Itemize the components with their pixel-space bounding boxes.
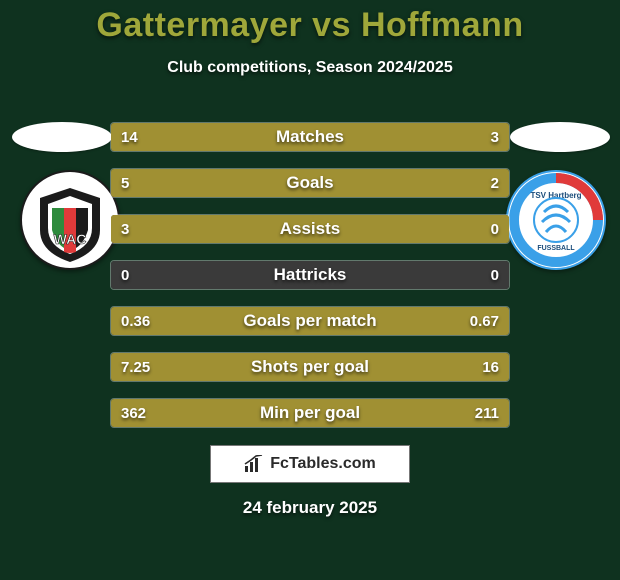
comparison-card: Gattermayer vs Hoffmann Club competition…	[0, 0, 620, 580]
stat-value-right: 0	[491, 261, 499, 289]
stat-value-right: 3	[491, 123, 499, 151]
stat-value-left: 0.36	[121, 307, 150, 335]
stat-value-right: 16	[482, 353, 499, 381]
club-crest-left: WAC	[20, 170, 120, 270]
wac-crest-icon: WAC	[20, 170, 120, 270]
stat-bar-fill-left	[111, 399, 362, 427]
stat-value-right: 0.67	[470, 307, 499, 335]
stat-row: 7.2516Shots per goal	[110, 352, 510, 382]
stat-bar-fill-left	[111, 215, 509, 243]
stat-value-right: 2	[491, 169, 499, 197]
comparison-date: 24 february 2025	[0, 498, 620, 518]
stat-row: 0.360.67Goals per match	[110, 306, 510, 336]
tsv-hartberg-crest-icon: TSV Hartberg FUSSBALL	[506, 170, 606, 270]
page-title: Gattermayer vs Hoffmann	[0, 6, 620, 45]
svg-text:FUSSBALL: FUSSBALL	[537, 245, 575, 252]
stat-row: 00Hattricks	[110, 260, 510, 290]
stats-container: 143Matches52Goals30Assists00Hattricks0.3…	[110, 122, 510, 444]
stat-value-left: 7.25	[121, 353, 150, 381]
chart-icon	[244, 455, 264, 473]
stat-row: 362211Min per goal	[110, 398, 510, 428]
stat-bar-fill-left	[111, 123, 437, 151]
stat-value-left: 0	[121, 261, 129, 289]
player-right-avatar-placeholder	[510, 122, 610, 152]
stat-value-right: 0	[491, 215, 499, 243]
stat-bar-fill-left	[111, 169, 394, 197]
stat-bar-fill-right	[234, 353, 509, 381]
watermark-text: FcTables.com	[270, 455, 376, 473]
stat-value-left: 3	[121, 215, 129, 243]
page-subtitle: Club competitions, Season 2024/2025	[0, 59, 620, 77]
stat-value-left: 5	[121, 169, 129, 197]
stat-row: 30Assists	[110, 214, 510, 244]
watermark-badge: FcTables.com	[210, 445, 410, 483]
stat-row: 143Matches	[110, 122, 510, 152]
stat-bar-bg	[111, 261, 509, 289]
stat-value-left: 362	[121, 399, 146, 427]
stat-value-right: 211	[475, 399, 499, 427]
stat-row: 52Goals	[110, 168, 510, 198]
player-left-avatar-placeholder	[12, 122, 112, 152]
stat-value-left: 14	[121, 123, 138, 151]
club-crest-right: TSV Hartberg FUSSBALL	[506, 170, 606, 270]
svg-text:WAC: WAC	[54, 231, 87, 247]
